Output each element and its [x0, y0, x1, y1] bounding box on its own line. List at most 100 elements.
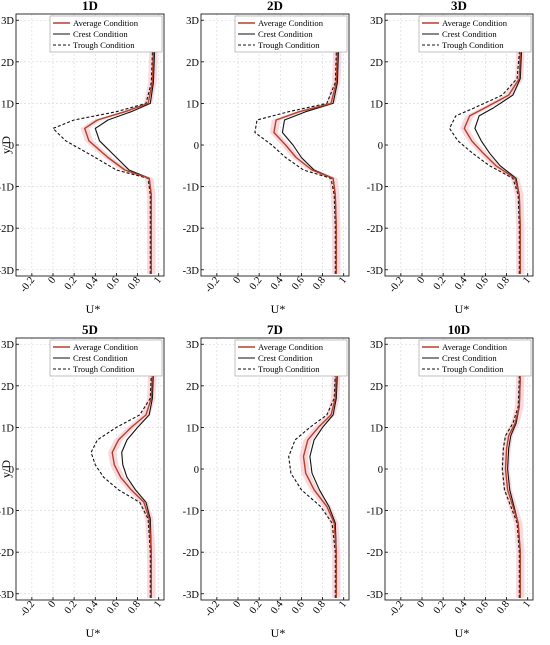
x-tick-label: 0.2: [63, 275, 80, 292]
panel-2D: 2D -3D -2D -1D 0 1D 2D 3D -0.2 0 0.2 0.4 0.6 0.8 1 U* Av…: [183, 0, 350, 316]
x-tick-label: 1: [337, 275, 349, 286]
x-tick-label: 0: [46, 275, 58, 286]
panel-title: 7D: [267, 322, 283, 337]
panel-title: 5D: [82, 322, 98, 337]
y-tick-label: -2D: [183, 224, 200, 235]
y-tick-label: 2D: [1, 58, 14, 69]
y-tick-label: -2D: [367, 548, 384, 559]
crest-condition-line: [121, 340, 154, 598]
x-tick-label: -0.2: [387, 275, 406, 295]
x-axis-label: U*: [271, 626, 286, 640]
x-tick-label: 0.6: [290, 275, 307, 292]
y-tick-label: -1D: [183, 183, 200, 194]
x-tick-label: 0.6: [105, 275, 122, 292]
x-tick-label: 0.2: [248, 599, 265, 616]
panel-title: 10D: [448, 322, 470, 337]
x-tick-label: 0: [415, 275, 427, 286]
panel-1D: 1D -3D -2D -1D 0 1D 2D 3D -0.2 0 0.20.40.60.8 1 U* y/…: [0, 0, 165, 316]
legend-entry: Trough Condition: [258, 364, 320, 374]
legend-entry: Average Condition: [442, 342, 508, 352]
y-tick-label: 3D: [186, 16, 199, 27]
x-tick-label: 0.2: [248, 275, 265, 292]
legend-entry: Trough Condition: [442, 364, 504, 374]
legend-entry: Average Condition: [73, 342, 139, 352]
x-tick-label: -0.2: [387, 599, 406, 619]
y-tick-label: -3D: [367, 590, 384, 601]
x-tick-label: 0.2: [432, 599, 449, 616]
panel-7D: 7D -3D -2D -1D 0 1D 2D 3D -0.2 0 0.2 0.4 0.6 0.8 1 U* Av…: [183, 322, 350, 640]
average-condition-line: [111, 340, 154, 598]
legend-entry: Trough Condition: [258, 40, 320, 50]
y-tick-label: -3D: [0, 266, 14, 277]
y-tick-label: 1D: [370, 99, 383, 110]
x-tick-label: 0.4: [84, 598, 101, 616]
y-tick-label: 1D: [1, 423, 14, 434]
x-tick-label: -0.2: [203, 275, 222, 295]
x-tick-label: 0.4: [84, 274, 101, 292]
y-tick-label: 1D: [370, 423, 383, 434]
x-tick-label: 1: [521, 275, 533, 286]
y-tick-label: -3D: [183, 266, 200, 277]
x-axis-label: U*: [271, 302, 286, 316]
y-tick-label: 0: [194, 465, 199, 476]
legend-entry: Average Condition: [73, 18, 139, 28]
y-tick-label: 3D: [1, 16, 14, 27]
y-tick-label: 2D: [186, 382, 199, 393]
legend-entry: Crest Condition: [73, 353, 128, 363]
x-tick-label: 1: [152, 599, 164, 610]
x-tick-label: -0.2: [203, 599, 222, 619]
x-axis-label: U*: [86, 626, 101, 640]
legend-entry: Crest Condition: [442, 353, 497, 363]
x-tick-label: 0.8: [495, 275, 512, 292]
x-tick-label: 1: [521, 599, 533, 610]
average-condition-line: [83, 16, 155, 274]
y-tick-label: -1D: [0, 183, 14, 194]
y-tick-label: 0: [9, 141, 14, 152]
average-condition-line: [273, 16, 339, 274]
x-tick-label: 1: [152, 275, 164, 286]
average-spread-band: [80, 16, 158, 274]
y-tick-label: -3D: [183, 590, 200, 601]
panel-5D: 5D -3D -2D -1D 0 1D 2D 3D -0.2 0 0.20.40.60.8 1 U* y/…: [0, 322, 165, 640]
legend-entry: Average Condition: [258, 18, 324, 28]
trough-condition-line: [448, 16, 521, 274]
x-tick-label: 0: [231, 275, 243, 286]
y-tick-label: 0: [378, 465, 383, 476]
y-tick-label: -2D: [0, 548, 14, 559]
x-tick-label: 0.2: [432, 275, 449, 292]
y-tick-label: -1D: [183, 507, 200, 518]
y-tick-label: 2D: [370, 382, 383, 393]
y-tick-label: -3D: [0, 590, 14, 601]
panel-3D: 3D -3D -2D -1D 0 1D 2D 3D -0.2 0 0.2 0.4 0.6 0.8 1 U* Av…: [367, 0, 534, 316]
y-tick-label: 2D: [186, 58, 199, 69]
x-tick-label: 0.8: [126, 599, 143, 616]
y-tick-label: 1D: [186, 99, 199, 110]
x-axis-label: U*: [455, 626, 470, 640]
average-condition-line: [302, 340, 337, 598]
x-tick-label: 0: [231, 599, 243, 610]
x-tick-label: -0.2: [18, 599, 37, 619]
x-tick-label: 0.4: [453, 274, 470, 292]
trough-condition-line: [52, 16, 153, 274]
x-tick-label: 0.8: [126, 275, 143, 292]
y-tick-label: 1D: [1, 99, 14, 110]
panel-10D: 10D -3D -2D -1D 0 1D 2D 3D -0.2 0 0.2 0.4 0.6 0.8 1 U* A…: [367, 322, 534, 640]
legend-entry: Crest Condition: [258, 353, 313, 363]
average-condition-line: [504, 340, 521, 598]
x-tick-label: 0: [415, 599, 427, 610]
y-axis-label: y/D: [0, 136, 13, 154]
x-tick-label: 0.4: [453, 598, 470, 616]
y-tick-label: 1D: [186, 423, 199, 434]
x-tick-label: 0.8: [495, 599, 512, 616]
legend-entry: Crest Condition: [73, 29, 128, 39]
legend-entry: Average Condition: [258, 342, 324, 352]
x-axis-label: U*: [86, 302, 101, 316]
legend-entry: Trough Condition: [73, 40, 135, 50]
trough-condition-line: [501, 340, 520, 598]
x-tick-label: 0.4: [269, 274, 286, 292]
trough-condition-line: [288, 340, 336, 598]
